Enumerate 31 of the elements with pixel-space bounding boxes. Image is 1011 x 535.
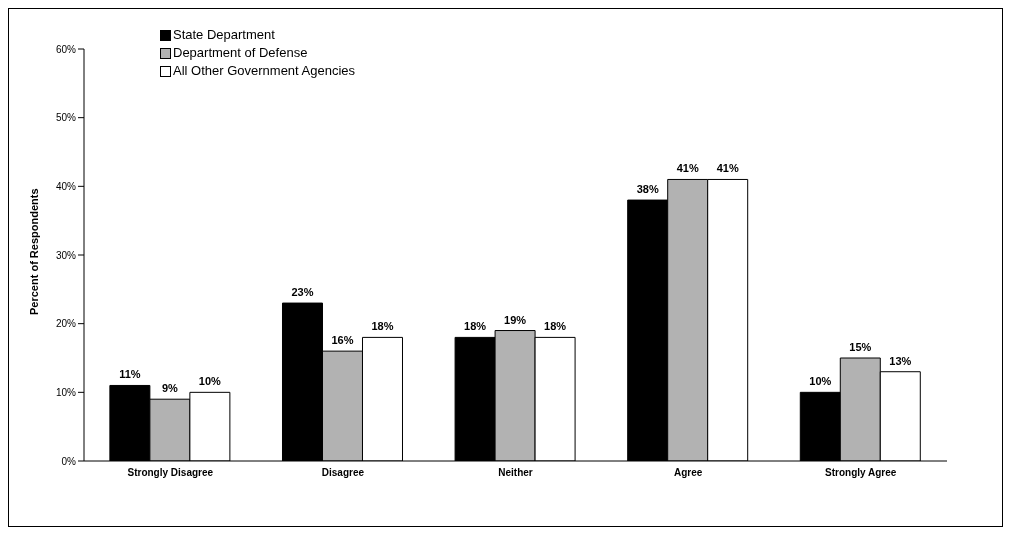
data-label: 16% — [331, 334, 354, 347]
data-label: 13% — [889, 354, 912, 367]
y-tick-label: 0% — [61, 455, 77, 467]
y-axis-title: Percent of Respondents — [27, 188, 40, 315]
y-tick-label: 50% — [55, 112, 77, 124]
legend-label: State Department — [173, 26, 275, 44]
data-label: 23% — [291, 286, 314, 299]
y-tick-label: 10% — [55, 386, 77, 398]
data-label: 18% — [371, 320, 394, 333]
x-tick-label: Strongly Disagree — [127, 467, 214, 479]
data-label: 15% — [849, 341, 872, 353]
x-tick-label: Neither — [498, 467, 533, 479]
x-tick-label: Agree — [673, 467, 703, 479]
data-label: 41% — [716, 162, 739, 175]
y-tick-label: 60% — [55, 43, 77, 55]
x-tick-label: Disagree — [321, 467, 365, 479]
data-label: 18% — [544, 320, 567, 333]
y-tick-label: 30% — [55, 249, 77, 261]
data-label: 9% — [161, 382, 179, 395]
y-tick-label: 20% — [55, 318, 77, 330]
data-label: 10% — [198, 375, 222, 388]
data-label: 38% — [636, 183, 659, 196]
x-tick-label: Strongly Agree — [825, 467, 897, 479]
legend-label: Department of Defense — [173, 44, 308, 62]
data-label: 19% — [504, 313, 527, 326]
data-label: 18% — [464, 320, 487, 333]
data-label: 10% — [809, 375, 832, 388]
y-tick-label: 40% — [55, 180, 77, 192]
data-label: 41% — [676, 162, 699, 175]
data-label: 11% — [119, 368, 141, 381]
legend-label: All Other Government Agencies — [173, 62, 356, 80]
